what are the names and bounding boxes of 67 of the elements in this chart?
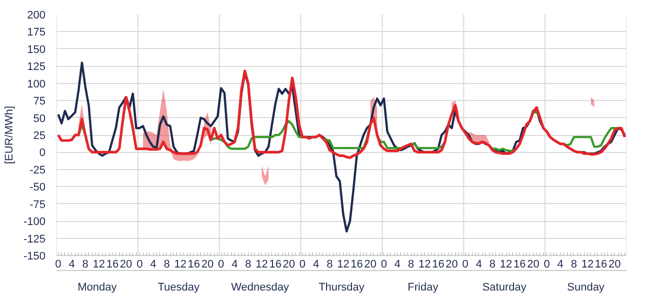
y-tick-label: -50 <box>30 182 46 194</box>
x-tick-label: 20 <box>282 258 296 270</box>
line-series <box>57 62 626 232</box>
text: Friday <box>408 282 439 294</box>
x-tick-label: 8 <box>82 258 88 270</box>
y-tick-label: 100 <box>27 78 46 90</box>
x-tick-label: 12 <box>92 258 106 270</box>
x-tick-label: 12 <box>418 258 431 270</box>
x-tick-label: 16 <box>350 258 363 270</box>
x-tick-label: 8 <box>408 258 414 270</box>
y-tick-label: 75 <box>33 96 46 108</box>
y-tick-label: -25 <box>30 164 46 176</box>
x-tick-label: 4 <box>394 258 401 270</box>
x-tick-label: 4 <box>150 258 156 270</box>
y-tick-label: 25 <box>33 130 46 142</box>
x-tick-label: 12 <box>337 258 350 270</box>
line-series <box>56 70 626 160</box>
x-tick-label: 20 <box>120 258 132 270</box>
text: Monday <box>78 282 118 294</box>
x-tick-label: 16 <box>188 258 200 270</box>
y-tick-label: 50 <box>33 112 46 125</box>
x-tick-label: 16 <box>269 258 282 270</box>
x-tick-label: 8 <box>326 258 333 270</box>
x-tick-label: 20 <box>446 258 458 270</box>
y-tick-label: 0 <box>39 147 46 160</box>
x-tick-label: 16 <box>514 258 526 270</box>
y-tick-label: -150 <box>23 250 46 262</box>
y-tick-label: 175 <box>27 26 46 39</box>
x-tick-label: 8 <box>489 258 496 270</box>
x-tick-label: 4 <box>68 258 75 270</box>
x-tick-label: 16 <box>106 258 119 270</box>
x-tick-label: 0 <box>299 258 306 270</box>
x-tick-label: 16 <box>432 258 444 270</box>
y-axis-title: [EUR/MWh] <box>3 106 16 164</box>
x-tick-label: 8 <box>164 258 170 270</box>
x-tick-label: 12 <box>500 258 512 270</box>
y-tick-label: 150 <box>27 44 46 56</box>
x-tick-label: 12 <box>256 258 268 270</box>
x-tick-label: 8 <box>570 258 577 270</box>
x-tick-label: 20 <box>608 258 621 270</box>
x-tick-label: 4 <box>476 258 482 270</box>
x-tick-label: 0 <box>218 258 224 270</box>
x-tick-label: 0 <box>544 258 550 270</box>
text: Tuesday <box>158 282 200 294</box>
x-tick-label: 0 <box>380 258 387 270</box>
text: Wednesday <box>231 282 290 294</box>
x-tick-label: 20 <box>364 258 376 270</box>
y-tick-label: -125 <box>23 233 46 246</box>
x-tick-label: 4 <box>232 258 238 270</box>
y-tick-label: -100 <box>23 216 46 228</box>
x-tick-label: 0 <box>55 258 62 270</box>
x-tick-label: 12 <box>581 258 594 270</box>
x-tick-label: 12 <box>174 258 186 270</box>
x-tick-label: 0 <box>462 258 468 270</box>
text: Thursday <box>318 282 365 294</box>
x-tick-label: 20 <box>201 258 214 270</box>
text: Saturday <box>482 282 527 294</box>
y-tick-label: 125 <box>27 61 46 74</box>
x-tick-label: 0 <box>136 258 143 270</box>
text: Sunday <box>567 282 605 294</box>
y-tick-label: -75 <box>30 198 46 211</box>
x-tick-label: 16 <box>594 258 608 270</box>
y-tick-label: 200 <box>27 10 46 22</box>
x-tick-label: 4 <box>312 258 320 270</box>
x-tick-label: 20 <box>527 258 540 270</box>
x-tick-label: 4 <box>557 258 564 270</box>
x-tick-label: 8 <box>245 258 252 270</box>
